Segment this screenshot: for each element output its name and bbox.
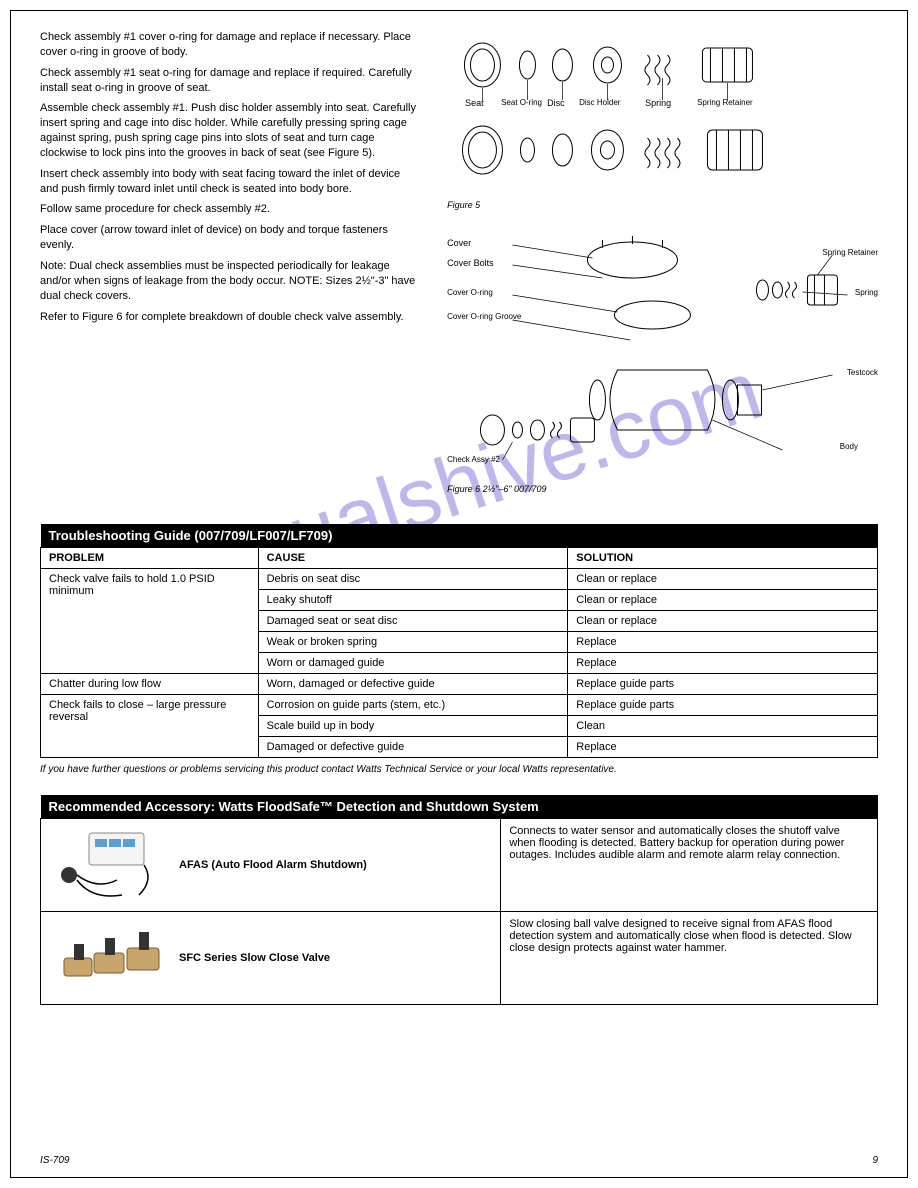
cell-cause: Leaky shutoff (258, 590, 568, 611)
afas-name: AFAS (Auto Flood Alarm Shutdown) (179, 859, 367, 871)
cell-cause: Damaged seat or seat disc (258, 611, 568, 632)
cell-solution: Replace guide parts (568, 695, 878, 716)
fig6-cover-label: Cover (447, 238, 471, 248)
cell-solution: Clean or replace (568, 590, 878, 611)
table-row: AFAS (Auto Flood Alarm Shutdown) Connect… (41, 819, 878, 912)
troubleshooting-note: If you have further questions or problem… (40, 764, 878, 775)
sfc-name: SFC Series Slow Close Valve (179, 952, 330, 964)
cell-problem: Check fails to close – large pressure re… (41, 695, 259, 758)
col-problem: PROBLEM (41, 548, 259, 569)
fig5-disc-label: Disc (547, 98, 565, 108)
fig5-seat-label: Seat (465, 98, 484, 108)
instruction-text-column: Check assembly #1 cover o-ring for damag… (40, 30, 417, 504)
cell-problem: Chatter during low flow (41, 674, 259, 695)
cell-cause: Weak or broken spring (258, 632, 568, 653)
instruction-p7: Note: Dual check assemblies must be insp… (40, 259, 417, 304)
cell-solution: Clean (568, 716, 878, 737)
table-row: Check valve fails to hold 1.0 PSID minim… (41, 569, 878, 590)
fig6-cover-oring-groove-label: Cover O-ring Groove (447, 312, 521, 321)
fig5-spring-label: Spring (645, 98, 671, 108)
afas-desc: Connects to water sensor and automatical… (501, 819, 878, 912)
figure6-diagram: Cover Cover Bolts Cover O-ring Cover O-r… (447, 220, 878, 480)
fig5-disc-holder-label: Disc Holder (579, 98, 620, 107)
instruction-p3: Assemble check assembly #1. Push disc ho… (40, 101, 417, 160)
footer-right: 9 (872, 1155, 878, 1166)
fig5-seat-oring-label: Seat O-ring (501, 98, 542, 107)
table-row: Chatter during low flow Worn, damaged or… (41, 674, 878, 695)
cell-solution: Replace (568, 653, 878, 674)
fig6-spring-label: Spring (855, 288, 878, 297)
fig6-testcock-label: Testcock (847, 368, 878, 377)
cell-solution: Clean or replace (568, 611, 878, 632)
footer-left: IS-709 (40, 1155, 69, 1166)
diagram-column: Seat Seat O-ring Disc Disc Holder Spring… (447, 30, 878, 504)
cell-cause: Debris on seat disc (258, 569, 568, 590)
instruction-p8: Refer to Figure 6 for complete breakdown… (40, 310, 417, 325)
fig6-spring-retainer-label: Spring Retainer (822, 248, 878, 257)
instruction-p4: Insert check assembly into body with sea… (40, 167, 417, 197)
accessory-header: Recommended Accessory: Watts FloodSafe™ … (41, 795, 878, 819)
instruction-p6: Place cover (arrow toward inlet of devic… (40, 223, 417, 253)
figure6-caption: Figure 6 2½"–6" 007/709 (447, 484, 878, 494)
sfc-product-icon (49, 918, 169, 998)
troubleshooting-table: Troubleshooting Guide (007/709/LF007/LF7… (40, 524, 878, 758)
cell-cause: Worn or damaged guide (258, 653, 568, 674)
instruction-p2: Check assembly #1 seat o-ring for damage… (40, 66, 417, 96)
instruction-p1: Check assembly #1 cover o-ring for damag… (40, 30, 417, 60)
fig6-body-label: Body (840, 442, 858, 451)
cell-solution: Replace guide parts (568, 674, 878, 695)
cell-solution: Clean or replace (568, 569, 878, 590)
cell-problem: Check valve fails to hold 1.0 PSID minim… (41, 569, 259, 674)
cell-cause: Worn, damaged or defective guide (258, 674, 568, 695)
afas-product-icon (49, 825, 169, 905)
sfc-desc: Slow closing ball valve designed to rece… (501, 912, 878, 1005)
cell-cause: Scale build up in body (258, 716, 568, 737)
instruction-p5: Follow same procedure for check assembly… (40, 202, 417, 217)
cell-cause: Damaged or defective guide (258, 737, 568, 758)
cell-solution: Replace (568, 632, 878, 653)
figure5-caption: Figure 5 (447, 200, 878, 210)
cell-cause: Corrosion on guide parts (stem, etc.) (258, 695, 568, 716)
accessory-table: Recommended Accessory: Watts FloodSafe™ … (40, 795, 878, 1005)
cell-solution: Replace (568, 737, 878, 758)
fig5-retainer-label: Spring Retainer (697, 98, 753, 107)
table-row: SFC Series Slow Close Valve Slow closing… (41, 912, 878, 1005)
troubleshooting-header: Troubleshooting Guide (007/709/LF007/LF7… (41, 524, 878, 548)
fig6-check2-label: Check Assy #2 (447, 455, 500, 464)
fig6-cover-bolts-label: Cover Bolts (447, 258, 494, 268)
figure5-diagram: Seat Seat O-ring Disc Disc Holder Spring… (447, 30, 878, 190)
col-solution: SOLUTION (568, 548, 878, 569)
fig6-cover-oring-label: Cover O-ring (447, 288, 493, 297)
col-cause: CAUSE (258, 548, 568, 569)
table-row: Check fails to close – large pressure re… (41, 695, 878, 716)
